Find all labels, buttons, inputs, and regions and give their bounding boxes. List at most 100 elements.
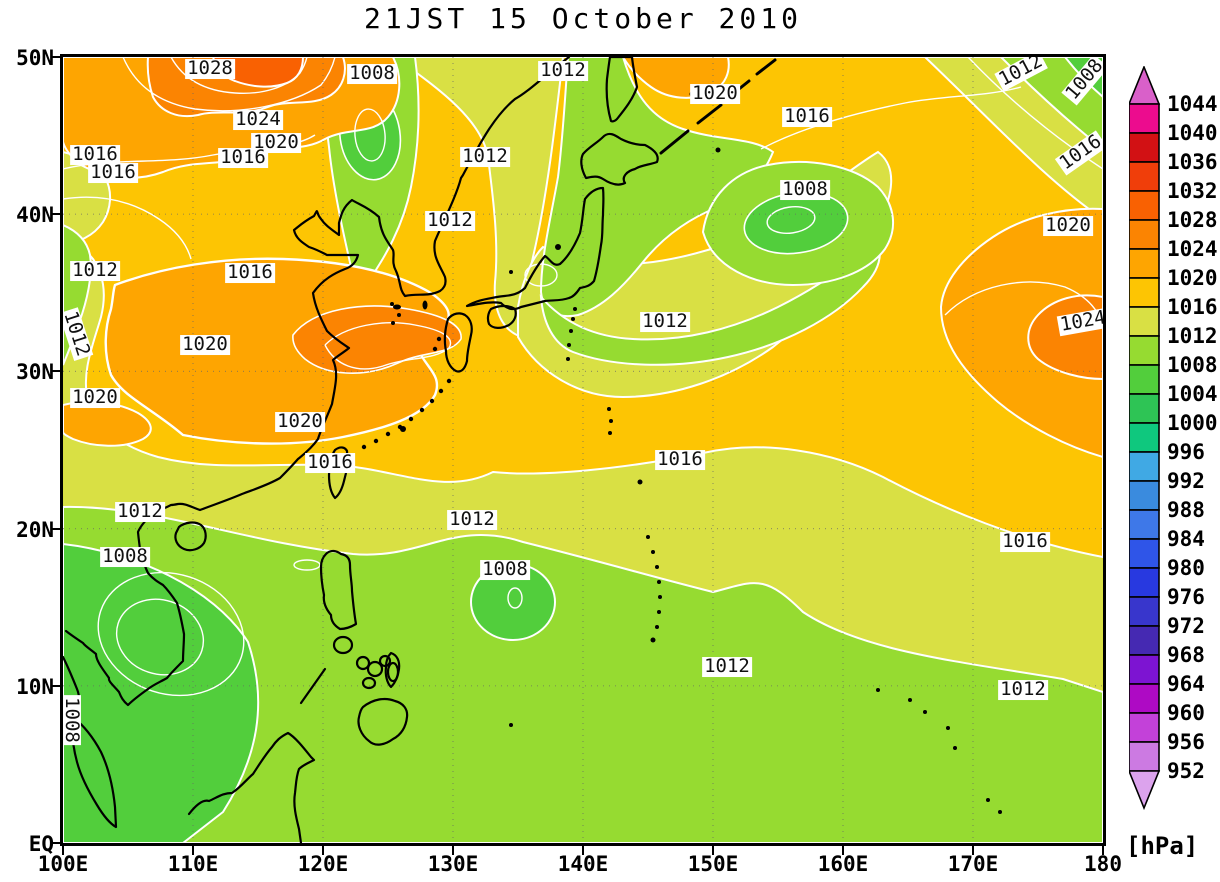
contour-label: 1012 (994, 57, 1048, 92)
contour-label: 1016 (218, 146, 268, 169)
contour-label: 1016 (70, 143, 120, 166)
y-axis-tick-label: 50N (16, 46, 54, 70)
y-axis-tick (51, 684, 60, 687)
colorbar-level-label: 1016 (1167, 295, 1218, 319)
y-axis-tick-label: 30N (16, 360, 54, 385)
pressure-band (393, 57, 565, 341)
colorbar-cell (1128, 132, 1160, 163)
colorbar-cell (1128, 306, 1160, 337)
x-axis-tick (322, 846, 324, 855)
contour-label: 1020 (690, 82, 740, 105)
colorbar-cell (1128, 364, 1160, 395)
contour-label: 1012 (998, 678, 1048, 701)
map-plot-area: 1028 1008 1012 1020 1016 1012 1008 1016 1016 1016… (60, 54, 1106, 846)
colorbar-cell (1128, 451, 1160, 482)
colorbar-cell (1128, 480, 1160, 511)
coastline-luzon (319, 549, 358, 631)
contour-label: 1012 (447, 508, 497, 531)
x-axis-tick-label: 110E (167, 852, 219, 876)
colorbar-level-label: 952 (1167, 759, 1205, 783)
colorbar-level-label: 1008 (1167, 353, 1218, 377)
colorbar-svg (1127, 64, 1161, 811)
pressure-band (292, 305, 462, 374)
colorbar-level-label: 1012 (1167, 324, 1218, 348)
contour-label: 1008 (60, 695, 83, 745)
y-axis-tick (51, 370, 60, 373)
x-axis-tick-label: 160E (817, 852, 869, 876)
pressure-band (104, 257, 450, 445)
graticule-gridlines (63, 57, 1103, 843)
contour-label: 1016 (655, 448, 705, 471)
colorbar-cell (1128, 683, 1160, 714)
contour-label: 1008 (780, 178, 830, 201)
x-axis-tick (62, 846, 64, 855)
colorbar-level-label: 1032 (1167, 179, 1218, 203)
contour-label: 1008 (480, 558, 530, 581)
pressure-band (539, 240, 881, 366)
contour-label: 1012 (115, 500, 165, 523)
y-axis-tick-label: 40N (16, 203, 54, 228)
x-axis-tick (972, 846, 974, 855)
y-axis-tick-label: 20N (16, 517, 54, 542)
chart-title: 21JST 15 October 2010 (363, 2, 802, 35)
y-axis-tick-label: EQ (28, 832, 54, 856)
colorbar-level-label: 1000 (1167, 411, 1218, 435)
colorbar-level-label: 1044 (1167, 92, 1218, 116)
contour-label: 1016 (1054, 130, 1106, 176)
colorbar-arrow-up (1127, 64, 1161, 105)
colorbar-cell (1128, 509, 1160, 540)
colorbar-level-label: 992 (1167, 469, 1205, 493)
y-axis-tick (51, 527, 60, 530)
contour-label: 1008 (347, 62, 397, 85)
colorbar-arrow-down (1127, 770, 1161, 811)
x-axis-tick (712, 846, 714, 855)
coastline-honshu (465, 186, 605, 311)
colorbar-cell (1128, 567, 1160, 598)
x-axis-tick (582, 846, 584, 855)
contour-label: 1024 (233, 108, 283, 131)
coastline-shikoku (486, 304, 517, 329)
contour-label: 1016 (782, 105, 832, 128)
coastline-kyushu (443, 312, 473, 373)
colorbar-level-label: 960 (1167, 701, 1205, 725)
colorbar-cell (1128, 712, 1160, 743)
y-axis-tick (51, 56, 60, 58)
colorbar-level-label: 996 (1167, 440, 1205, 464)
colorbar-cell (1128, 654, 1160, 685)
x-axis-tick-label: 100E (37, 852, 89, 876)
contour-label: 1012 (640, 310, 690, 333)
unit-label: [hPa] (1126, 832, 1199, 860)
contour-label: 1012 (70, 259, 120, 282)
coastline-palawan (299, 667, 327, 705)
coastline-mindanao (357, 697, 409, 746)
x-axis-tick-label: 180 (1084, 852, 1122, 876)
contour-label: 1020 (70, 386, 120, 409)
colorbar-level-label: 964 (1167, 672, 1205, 696)
contour-label: 1016 (1000, 530, 1050, 553)
x-axis-tick-label: 120E (297, 852, 349, 876)
contour-label: 1012 (60, 307, 95, 361)
colorbar-cells (1128, 103, 1160, 772)
colorbar-cell (1128, 161, 1160, 192)
colorbar-cell (1128, 538, 1160, 569)
colorbar-level-label: 1004 (1167, 382, 1218, 406)
contour-label: 1024 (1056, 306, 1103, 337)
colorbar-cell (1128, 277, 1160, 308)
colorbar-level-label: 972 (1167, 614, 1205, 638)
contour-label: 1008 (1061, 57, 1103, 106)
contour-label: 1012 (425, 209, 475, 232)
colorbar-cell (1128, 190, 1160, 221)
coastline-hainan (174, 521, 207, 552)
colorbar-level-label: 1024 (1167, 237, 1218, 261)
coastline-samar (384, 651, 401, 689)
colorbar-level-label: 1036 (1167, 150, 1218, 174)
x-axis-tick (842, 846, 844, 855)
colorbar-cell (1128, 596, 1160, 627)
colorbar-level-label: 988 (1167, 498, 1205, 522)
coastline-hokkaido (580, 132, 659, 186)
coastline-sakhalin (605, 57, 639, 123)
y-axis-tick (51, 842, 60, 844)
contour-label: 1020 (275, 410, 325, 433)
contour-label: 1028 (185, 57, 235, 80)
